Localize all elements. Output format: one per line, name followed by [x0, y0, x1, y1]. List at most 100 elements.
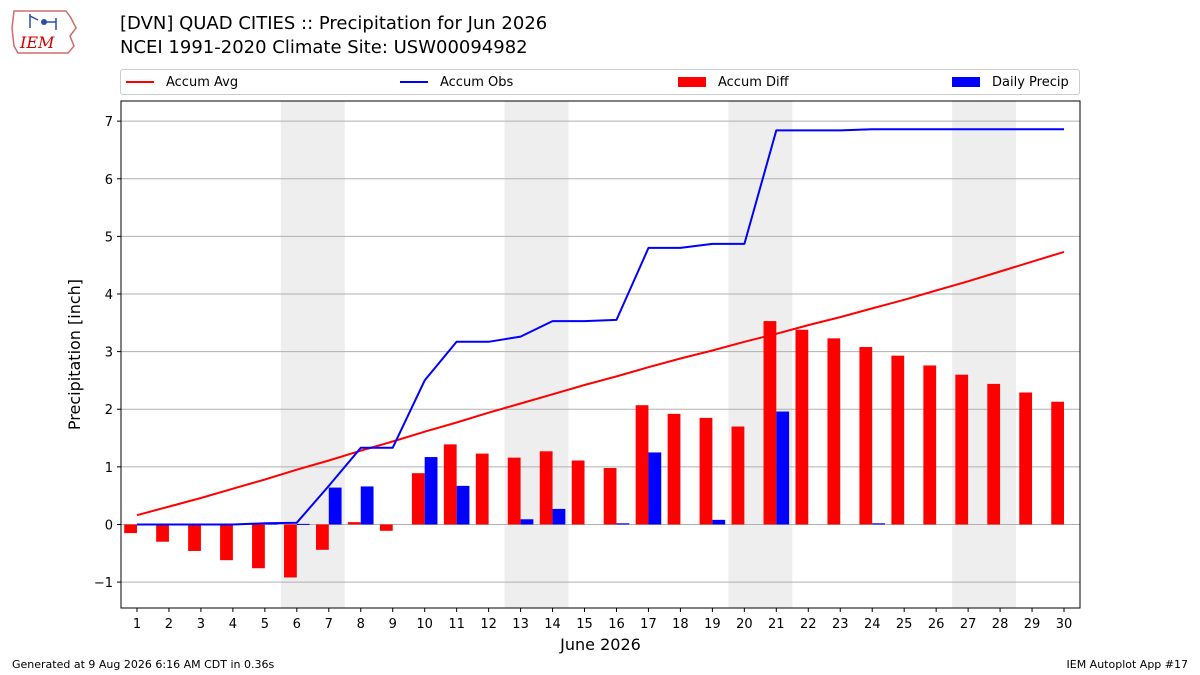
legend-swatch — [952, 77, 980, 87]
x-tick-label: 5 — [261, 617, 269, 632]
x-tick-label: 8 — [357, 617, 365, 632]
accum-diff-bar — [827, 338, 841, 525]
accum-diff-bar — [156, 524, 169, 542]
daily-precip-bar — [616, 523, 630, 525]
accum-diff-bar — [379, 524, 393, 531]
legend-swatch — [400, 81, 428, 83]
y-tick-label: −1 — [94, 576, 113, 591]
accum-diff-bar — [315, 524, 329, 550]
accum-diff-bar — [987, 383, 1001, 525]
weekend-shade — [504, 101, 569, 608]
y-tick-label: 1 — [105, 461, 113, 476]
x-tick-label: 12 — [480, 617, 497, 632]
x-tick-label: 4 — [229, 617, 237, 632]
generated-timestamp: Generated at 9 Aug 2026 6:16 AM CDT in 0… — [12, 658, 275, 671]
accum-diff-bar — [955, 374, 969, 525]
accum-diff-bar — [188, 524, 201, 551]
accum-diff-bar — [859, 347, 873, 525]
daily-precip-bar — [520, 519, 534, 525]
accum-diff-bar — [124, 524, 137, 534]
legend-accum-diff: Accum Diff — [678, 70, 789, 94]
x-tick-label: 29 — [1024, 617, 1041, 632]
daily-precip-bar — [360, 486, 374, 525]
y-tick-label: 2 — [105, 403, 113, 418]
accum-diff-bar — [443, 444, 457, 525]
y-tick-label: 0 — [105, 518, 113, 533]
chart-subtitle: NCEI 1991-2020 Climate Site: USW00094982 — [120, 37, 528, 58]
x-tick-label: 7 — [325, 617, 333, 632]
y-tick-label: 7 — [105, 115, 113, 130]
accum-diff-bar — [923, 365, 937, 525]
x-tick-label: 28 — [992, 617, 1009, 632]
accum-diff-bar — [1019, 392, 1033, 525]
weekend-shade — [728, 101, 793, 608]
accum-diff-bar — [347, 522, 361, 525]
daily-precip-bar — [552, 508, 566, 525]
accum-diff-bar — [252, 524, 265, 569]
accum-diff-bar — [699, 417, 713, 525]
chart-legend: Accum Avg Accum Obs Accum Diff Daily Pre… — [120, 69, 1080, 95]
x-tick-label: 23 — [832, 617, 849, 632]
x-tick-label: 25 — [896, 617, 913, 632]
legend-label: Accum Avg — [166, 74, 239, 90]
iem-logo: IEM — [11, 10, 77, 54]
x-tick-label: 10 — [416, 617, 433, 632]
y-tick-label: 4 — [105, 288, 113, 303]
weekend-shade — [952, 101, 1017, 608]
accum-diff-bar — [795, 329, 809, 525]
chart-title: [DVN] QUAD CITIES :: Precipitation for J… — [120, 13, 548, 34]
x-tick-label: 11 — [448, 617, 465, 632]
daily-precip-bar — [776, 411, 790, 525]
accum-diff-bar — [731, 426, 745, 525]
daily-precip-bar — [424, 457, 438, 525]
x-tick-label: 13 — [512, 617, 529, 632]
accum-diff-bar — [603, 467, 617, 525]
legend-label: Accum Obs — [440, 74, 514, 90]
y-tick-label: 6 — [105, 173, 113, 188]
x-tick-label: 6 — [293, 617, 301, 632]
daily-precip-bar — [712, 519, 726, 525]
accum-diff-bar — [284, 524, 297, 578]
accum-diff-bar — [667, 413, 681, 525]
legend-swatch — [126, 81, 154, 83]
accum-diff-bar — [220, 524, 233, 561]
svg-text:IEM: IEM — [19, 33, 55, 52]
daily-precip-bar — [296, 523, 310, 525]
y-axis-label: Precipitation [inch] — [65, 279, 84, 430]
x-tick-label: 19 — [704, 617, 721, 632]
x-tick-label: 16 — [608, 617, 625, 632]
accum-avg-line — [136, 250, 1065, 517]
legend-accum-avg: Accum Avg — [126, 70, 238, 94]
x-tick-label: 20 — [736, 617, 753, 632]
daily-precip-bar — [456, 485, 470, 525]
x-tick-label: 15 — [576, 617, 593, 632]
plot-frame — [120, 100, 1081, 609]
y-tick-label: 5 — [105, 230, 113, 245]
legend-label: Daily Precip — [992, 74, 1069, 90]
x-tick-label: 24 — [864, 617, 881, 632]
x-tick-label: 1 — [133, 617, 141, 632]
x-tick-label: 30 — [1056, 617, 1073, 632]
x-tick-label: 9 — [389, 617, 397, 632]
x-tick-label: 27 — [960, 617, 977, 632]
app-credit: IEM Autoplot App #17 — [1066, 658, 1189, 671]
accum-diff-bar — [571, 460, 585, 525]
x-tick-label: 21 — [768, 617, 785, 632]
accum-diff-bar — [475, 453, 489, 525]
accum-diff-bar — [539, 451, 553, 525]
accum-diff-bar — [891, 355, 905, 525]
daily-precip-bar — [328, 487, 342, 525]
daily-precip-bar — [872, 523, 886, 525]
x-tick-label: 22 — [800, 617, 817, 632]
legend-daily-precip: Daily Precip — [952, 70, 1069, 94]
accum-diff-bar — [1051, 401, 1065, 525]
x-tick-label: 14 — [544, 617, 561, 632]
y-tick-label: 3 — [105, 346, 113, 361]
x-tick-label: 18 — [672, 617, 689, 632]
accum-obs-line — [137, 128, 1064, 526]
x-tick-label: 26 — [928, 617, 945, 632]
x-axis-label: June 2026 — [559, 635, 641, 654]
accum-diff-bar — [763, 321, 777, 525]
accum-diff-bar — [635, 405, 649, 525]
